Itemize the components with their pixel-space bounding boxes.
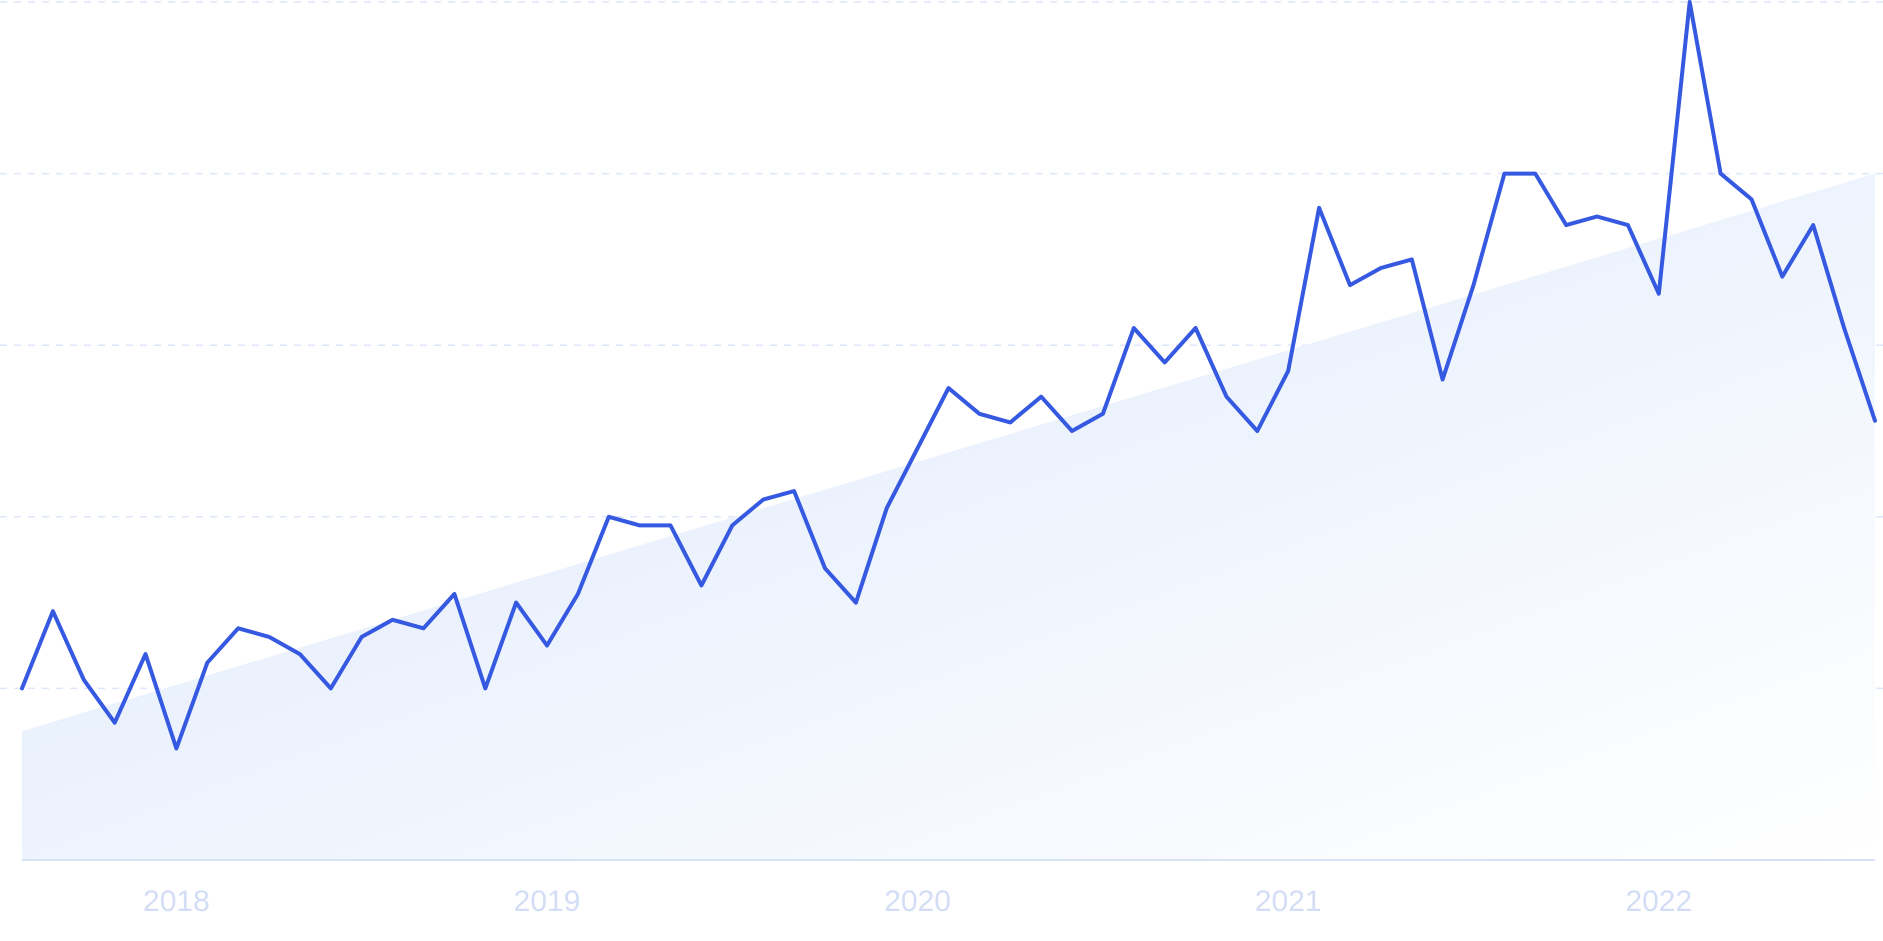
x-tick-label: 2020	[884, 885, 951, 918]
series-line	[20, 0, 1877, 751]
x-tick-label: 2018	[143, 885, 210, 918]
x-axis-ticks: 2018 2019 2020 2021 2022	[143, 885, 1692, 918]
x-tick-label: 2022	[1625, 885, 1692, 918]
x-tick-label: 2019	[514, 885, 581, 918]
x-tick-label: 2021	[1255, 885, 1322, 918]
